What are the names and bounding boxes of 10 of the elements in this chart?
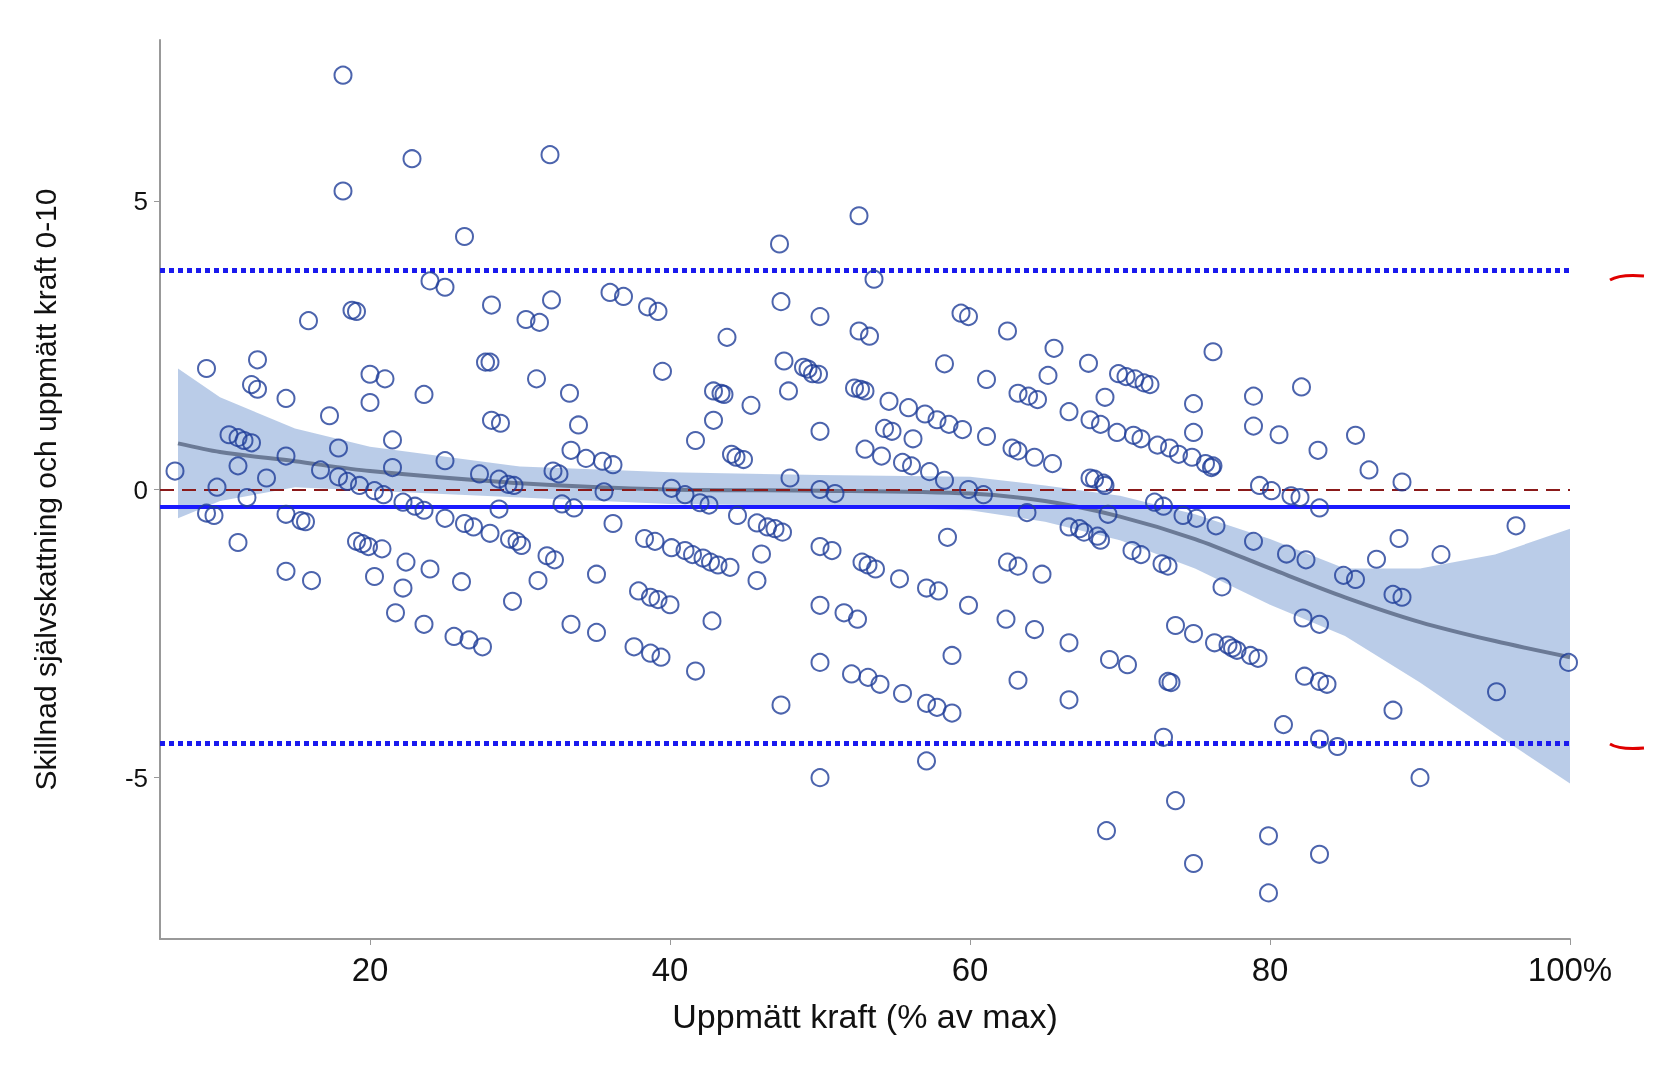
x-axis-title: Uppmätt kraft (% av max)	[672, 997, 1058, 1035]
x-tick-label: 80	[1251, 951, 1289, 988]
y-tick-label: 5	[133, 186, 148, 217]
x-tick-label: 60	[951, 951, 989, 988]
y-tick-label: 0	[133, 474, 148, 505]
y-axis-title: Skillnad självskattning och uppmätt kraft 0-10	[28, 188, 62, 791]
x-tick-label: 40	[651, 951, 689, 988]
x-tick-label: 20	[351, 951, 389, 988]
x-tick-label: 100%	[1527, 951, 1613, 988]
y-tick-label: -5	[124, 762, 148, 793]
